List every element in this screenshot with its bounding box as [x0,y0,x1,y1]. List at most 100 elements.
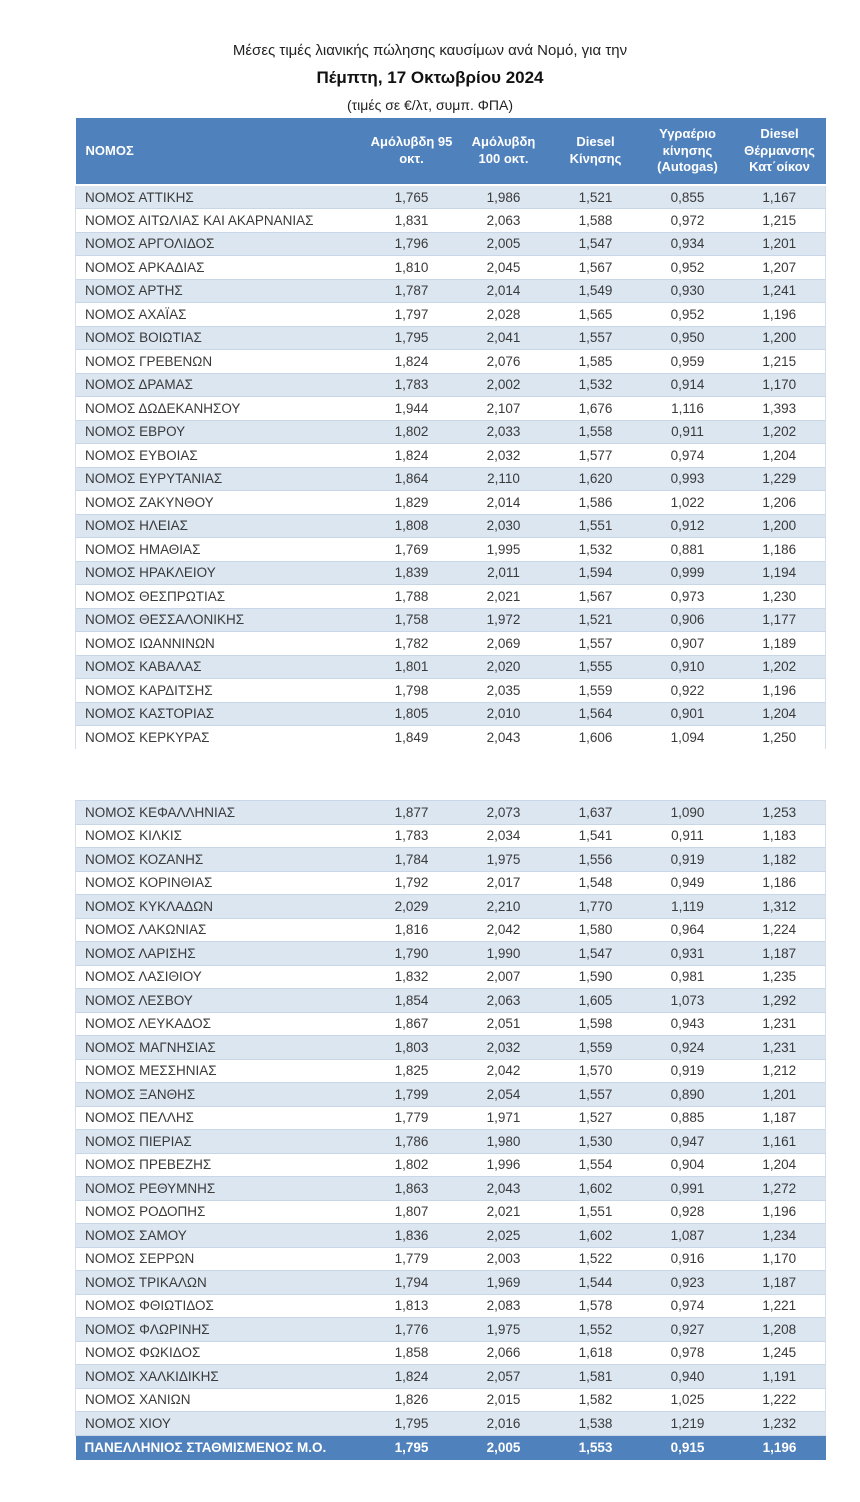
price-value: 1,863 [365,1176,458,1201]
table-row: ΝΟΜΟΣ ΑΧΑΪΑΣ 1,797 2,028 1,565 0,952 1,196 [75,302,826,326]
table-row: ΝΟΜΟΣ ΦΛΩΡΙΝΗΣ 1,776 1,975 1,552 0,927 1,208 [75,1317,826,1342]
price-value: 1,676 [549,396,642,420]
table-row: ΝΟΜΟΣ ΞΑΝΘΗΣ 1,799 2,054 1,557 0,890 1,201 [75,1082,826,1107]
price-value: 1,770 [549,894,642,919]
price-value: 1,598 [549,1012,642,1036]
price-value: 0,972 [641,208,734,232]
prefecture-name: ΝΟΜΟΣ ΡΟΔΟΠΗΣ [75,1200,366,1224]
table-row: ΝΟΜΟΣ ΚΥΚΛΑΔΩΝ 2,029 2,210 1,770 1,119 1,312 [75,894,826,919]
price-value: 1,805 [365,701,458,726]
fuel-prices-table-block1: ΝΟΜΟΣ Αμόλυβδη 95 οκτ. Αμόλυβδη 100 οκτ.… [75,118,826,749]
table-row: ΝΟΜΟΣ ΑΤΤΙΚΗΣ 1,765 1,986 1,521 0,855 1,167 [75,184,826,209]
price-value: 1,555 [549,654,642,679]
price-value: 2,083 [457,1294,550,1318]
price-value: 1,215 [733,208,826,232]
price-value: 1,559 [549,678,642,702]
prefecture-name: ΝΟΜΟΣ ΕΒΡΟΥ [75,419,366,444]
price-value: 0,964 [641,918,734,942]
price-value: 1,393 [733,396,826,420]
prefecture-name: ΝΟΜΟΣ ΠΙΕΡΙΑΣ [75,1129,366,1154]
price-value: 1,620 [549,466,642,491]
price-value: 0,952 [641,255,734,279]
prefecture-name: ΝΟΜΟΣ ΑΡΤΗΣ [75,278,366,303]
table-row: ΝΟΜΟΣ ΚΑΡΔΙΤΣΗΣ 1,798 2,035 1,559 0,922 1,196 [75,678,826,702]
price-value: 1,813 [365,1294,458,1318]
price-value: 1,995 [457,537,550,561]
prefecture-name: ΝΟΜΟΣ ΚΑΣΤΟΡΙΑΣ [75,701,366,726]
price-value: 1,783 [365,824,458,848]
prefecture-name: ΝΟΜΟΣ ΓΡΕΒΕΝΩΝ [75,349,366,373]
price-value: 1,538 [549,1411,642,1436]
total-heating-diesel: 1,196 [733,1434,826,1460]
price-value: 1,119 [641,894,734,919]
price-value: 0,959 [641,349,734,373]
price-value: 2,043 [457,1176,550,1201]
price-value: 0,974 [641,443,734,467]
price-value: 0,978 [641,1341,734,1365]
price-value: 1,559 [549,1035,642,1060]
price-value: 1,779 [365,1247,458,1271]
price-value: 0,940 [641,1364,734,1389]
prefecture-name: ΝΟΜΟΣ ΚΑΒΑΛΑΣ [75,654,366,679]
total-unleaded-100: 2,005 [457,1434,550,1460]
prefecture-name: ΝΟΜΟΣ ΞΑΝΘΗΣ [75,1082,366,1107]
prefecture-name: ΝΟΜΟΣ ΡΕΘΥΜΝΗΣ [75,1176,366,1201]
table-row: ΝΟΜΟΣ ΠΡΕΒΕΖΗΣ 1,802 1,996 1,554 0,904 1,204 [75,1153,826,1177]
table-row: ΝΟΜΟΣ ΗΡΑΚΛΕΙΟΥ 1,839 2,011 1,594 0,999 1,194 [75,560,826,585]
prefecture-name: ΝΟΜΟΣ ΘΕΣΠΡΩΤΙΑΣ [75,584,366,608]
price-value: 1,585 [549,349,642,373]
prefecture-name: ΝΟΜΟΣ ΕΥΒΟΙΑΣ [75,443,366,467]
price-value: 2,029 [365,894,458,919]
title-units-note: (τιμές σε €/λτ, συμπ. ΦΠΑ) [346,97,514,113]
table-row: ΝΟΜΟΣ ΚΕΡΚΥΡΑΣ 1,849 2,043 1,606 1,094 1,250 [75,725,826,749]
table-row: ΝΟΜΟΣ ΡΕΘΥΜΝΗΣ 1,863 2,043 1,602 0,991 1,272 [75,1176,826,1201]
price-value: 2,030 [457,513,550,538]
title-line1: Μέσες τιμές λιανικής πώλησης καυσίμων αν… [232,42,628,59]
price-value: 1,803 [365,1035,458,1060]
prefecture-name: ΝΟΜΟΣ ΣΕΡΡΩΝ [75,1247,366,1271]
table-row: ΝΟΜΟΣ ΣΕΡΡΩΝ 1,779 2,003 1,522 0,916 1,170 [75,1247,826,1271]
table-row: ΝΟΜΟΣ ΘΕΣΠΡΩΤΙΑΣ 1,788 2,021 1,567 0,973 1,23… [75,584,826,608]
prefecture-name: ΝΟΜΟΣ ΗΡΑΚΛΕΙΟΥ [75,560,366,585]
price-value: 1,864 [365,466,458,491]
price-value: 1,229 [733,466,826,491]
price-value: 2,045 [457,255,550,279]
price-value: 1,824 [365,349,458,373]
price-value: 0,914 [641,372,734,397]
prefecture-name: ΝΟΜΟΣ ΛΕΥΚΑΔΟΣ [75,1012,366,1036]
table-header-row: ΝΟΜΟΣ Αμόλυβδη 95 οκτ. Αμόλυβδη 100 οκτ.… [75,118,826,186]
prefecture-name: ΝΟΜΟΣ ΤΡΙΚΑΛΩΝ [75,1270,366,1295]
prefecture-name: ΝΟΜΟΣ ΜΑΓΝΗΣΙΑΣ [75,1035,366,1060]
national-weighted-average-row: ΠΑΝΕΛΛΗΝΙΟΣ ΣΤΑΘΜΙΣΜΕΝΟΣ Μ.Ο. 1,795 2,00… [75,1434,826,1460]
prefecture-name: ΝΟΜΟΣ ΦΛΩΡΙΝΗΣ [75,1317,366,1342]
price-value: 1,795 [365,1411,458,1436]
price-value: 1,206 [733,490,826,514]
price-value: 1,810 [365,255,458,279]
price-value: 2,025 [457,1223,550,1248]
price-value: 1,231 [733,1012,826,1036]
price-value: 1,194 [733,560,826,585]
price-value: 1,556 [549,847,642,872]
price-value: 1,189 [733,631,826,655]
price-value: 1,253 [733,800,826,825]
column-header-unleaded-95: Αμόλυβδη 95 οκτ. [365,118,458,186]
price-value: 1,312 [733,894,826,919]
price-value: 1,586 [549,490,642,514]
prefecture-name: ΝΟΜΟΣ ΚΑΡΔΙΤΣΗΣ [75,678,366,702]
price-value: 2,035 [457,678,550,702]
price-value: 1,187 [733,1270,826,1295]
table-row: ΝΟΜΟΣ ΜΑΓΝΗΣΙΑΣ 1,803 2,032 1,559 0,924 1,231 [75,1035,826,1060]
price-value: 0,934 [641,231,734,256]
table-row: ΝΟΜΟΣ ΛΑΚΩΝΙΑΣ 1,816 2,042 1,580 0,964 1,224 [75,918,826,942]
price-value: 1,196 [733,1200,826,1224]
total-autogas: 0,915 [641,1434,734,1460]
price-value: 1,602 [549,1176,642,1201]
column-header-nomos: ΝΟΜΟΣ [75,118,366,186]
price-value: 2,011 [457,560,550,585]
price-value: 0,855 [641,184,734,209]
table-row: ΝΟΜΟΣ ΚΑΣΤΟΡΙΑΣ 1,805 2,010 1,564 0,901 1,204 [75,701,826,726]
prefecture-name: ΝΟΜΟΣ ΚΕΦΑΛΛΗΝΙΑΣ [75,800,366,825]
price-value: 1,786 [365,1129,458,1154]
price-value: 2,028 [457,302,550,326]
